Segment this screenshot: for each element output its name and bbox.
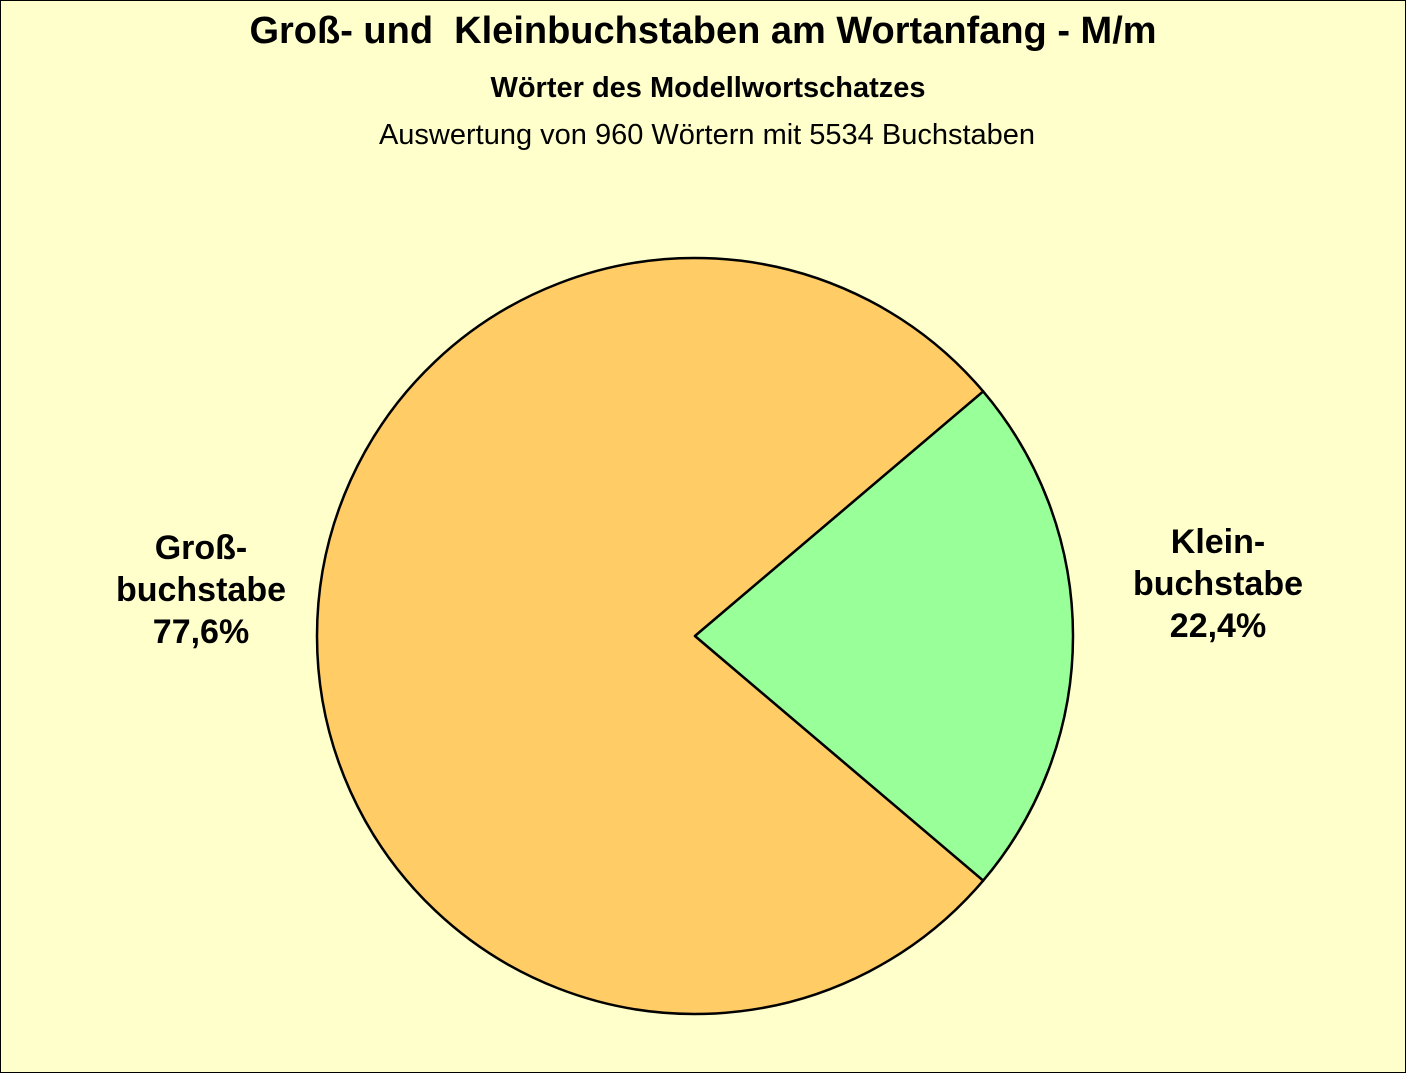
- slice-value-label: 77,6%: [152, 613, 250, 651]
- slice-label-grossbuchstabe: Groß- buchstabe 77,6%: [71, 527, 331, 653]
- chart-subtitle: Wörter des Modellwortschatzes: [490, 72, 926, 104]
- chart-note: Auswertung von 960 Wörtern mit 5534 Buch…: [378, 119, 1036, 151]
- pie-slice-kleinbuchstabe: [693, 390, 1075, 882]
- slice-value-label: 22,4%: [1169, 607, 1267, 645]
- slice-label-line: Groß-: [154, 529, 248, 567]
- pie-slice-grossbuchstabe: [315, 256, 985, 1016]
- slice-label-line: buchstabe: [1132, 565, 1304, 603]
- chart-title: Groß- und Kleinbuchstaben am Wortanfang …: [249, 10, 1157, 52]
- slice-label-kleinbuchstabe: Klein- buchstabe 22,4%: [1088, 521, 1348, 647]
- slice-label-line: buchstabe: [115, 571, 287, 609]
- slice-label-line: Klein-: [1170, 523, 1266, 561]
